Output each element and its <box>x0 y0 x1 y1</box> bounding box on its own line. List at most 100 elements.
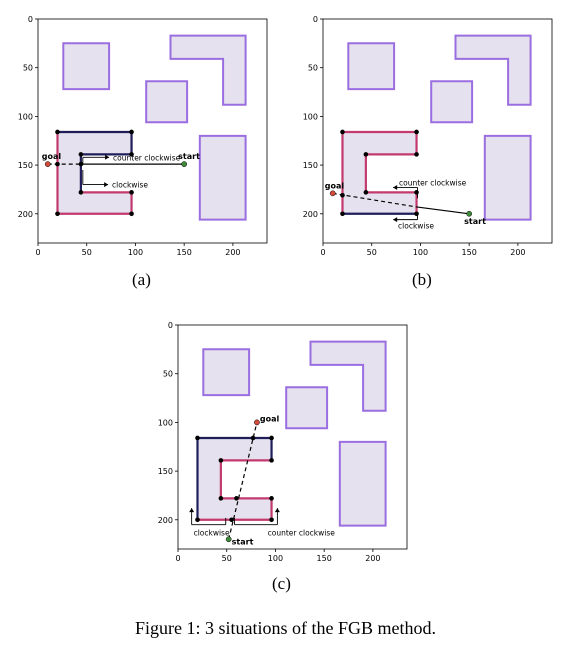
vertex-point <box>78 161 84 167</box>
panel-a: 0 50 100 150 200 0 50 100 150 200 goal start counter… <box>0 0 285 300</box>
x-tick-label: 0 <box>175 554 180 563</box>
y-tick-label: 0 <box>313 15 318 24</box>
x-tick-label: 150 <box>462 248 477 257</box>
vertex-point <box>250 435 256 441</box>
vertex-point <box>78 152 84 157</box>
y-tick-label: 0 <box>28 15 33 24</box>
obstacle <box>309 340 387 412</box>
goal-point <box>329 190 336 197</box>
start-label: start <box>178 152 200 161</box>
panel-label-c: (c) <box>272 574 291 593</box>
x-tick-label: 50 <box>367 248 377 257</box>
vertex-point <box>195 435 200 441</box>
x-tick-label: 150 <box>317 554 332 563</box>
annotation-clockwise: clockwise <box>112 181 148 190</box>
annotation-counter-clockwise: counter clockwise <box>399 179 467 188</box>
vertex-point <box>234 496 239 501</box>
start-label: start <box>232 537 254 546</box>
vertex-point <box>340 211 345 217</box>
obstacle <box>285 386 329 430</box>
vertex-point <box>218 496 224 501</box>
vertex-point <box>363 152 369 157</box>
start-point <box>181 161 188 167</box>
vertex-point <box>218 458 224 463</box>
obstacle <box>347 42 396 91</box>
ccw-arrow-head <box>105 154 110 160</box>
y-tick-label: 50 <box>163 370 173 379</box>
dashed-path <box>228 422 258 540</box>
x-tick-label: 0 <box>35 248 40 257</box>
cw-arrow-head <box>393 217 398 223</box>
vertex-point <box>129 190 134 195</box>
vertex-point <box>229 517 234 523</box>
plot-a: 0 50 100 150 200 0 50 100 150 200 goal startcounter… <box>18 15 268 257</box>
vertex-point <box>269 458 274 463</box>
obstacle <box>430 80 474 124</box>
vertex-point <box>55 161 60 167</box>
obstacle <box>454 34 532 106</box>
vertex-point <box>129 129 134 135</box>
panel-label-b: (b) <box>412 270 432 289</box>
panel-c: 0 50 100 150 200 0 50 100 150 200 goal start clockwi… <box>140 306 425 606</box>
x-tick-label: 200 <box>510 248 525 257</box>
obstacle <box>198 134 247 221</box>
start-label: start <box>464 217 486 226</box>
obstacle <box>145 80 189 124</box>
y-tick-label: 100 <box>18 112 33 121</box>
vertex-point <box>414 211 419 217</box>
vertex-point <box>269 496 274 501</box>
y-tick-label: 0 <box>168 321 173 330</box>
x-tick-label: 100 <box>268 554 283 563</box>
x-tick-label: 100 <box>413 248 428 257</box>
vertex-point <box>55 211 60 217</box>
x-tick-label: 200 <box>225 248 240 257</box>
plot-b: 0 50 100 150 200 0 50 100 150 200 goal start counter… <box>303 15 553 257</box>
cw-arrow-head <box>189 508 195 513</box>
goal-label: goal <box>260 414 280 423</box>
start-point <box>466 210 473 217</box>
annotation-counter-clockwise: counter clockwise <box>113 153 181 162</box>
y-tick-label: 100 <box>158 418 173 427</box>
x-tick-label: 200 <box>365 554 380 563</box>
ccw-arrow-head <box>393 184 398 190</box>
cw-arrow-head <box>104 182 109 188</box>
y-tick-label: 200 <box>303 210 318 219</box>
dashed-path <box>332 192 417 208</box>
vertex-point <box>129 211 134 217</box>
y-tick-label: 200 <box>158 516 173 525</box>
y-tick-label: 50 <box>23 64 33 73</box>
x-tick-label: 100 <box>128 248 143 257</box>
plot-c: 0 50 100 150 200 0 50 100 150 200 goal startclockwi… <box>158 321 408 563</box>
goal-point <box>44 161 51 167</box>
obstacle <box>338 440 387 527</box>
vertex-point <box>269 517 274 523</box>
vertex-point <box>414 152 419 157</box>
vertex-point <box>78 190 84 195</box>
start-point <box>225 536 232 543</box>
panel-label-a: (a) <box>132 270 151 289</box>
solid-path <box>416 206 470 215</box>
y-tick-label: 200 <box>18 210 33 219</box>
vertex-point <box>55 129 60 135</box>
y-tick-label: 50 <box>308 64 318 73</box>
obstacle <box>202 348 251 397</box>
vertex-point <box>195 517 200 523</box>
x-tick-label: 150 <box>177 248 192 257</box>
y-tick-label: 100 <box>303 112 318 121</box>
y-tick-label: 150 <box>158 467 173 476</box>
annotation-clockwise: clockwise <box>398 221 434 230</box>
goal-label: goal <box>325 181 345 190</box>
goal-point <box>254 419 260 426</box>
panel-b: 0 50 100 150 200 0 50 100 150 200 goal start counter… <box>285 0 571 300</box>
y-tick-label: 150 <box>18 161 33 170</box>
vertex-point <box>414 129 419 135</box>
obstacle <box>169 34 247 106</box>
vertex-point <box>269 435 274 441</box>
goal-label: goal <box>42 152 62 161</box>
vertex-point <box>340 129 345 135</box>
x-tick-label: 50 <box>222 554 232 563</box>
ccw-arrow-head <box>274 508 280 513</box>
vertex-point <box>129 152 134 157</box>
annotation-clockwise: clockwise <box>194 528 230 537</box>
vertex-point <box>363 190 369 195</box>
